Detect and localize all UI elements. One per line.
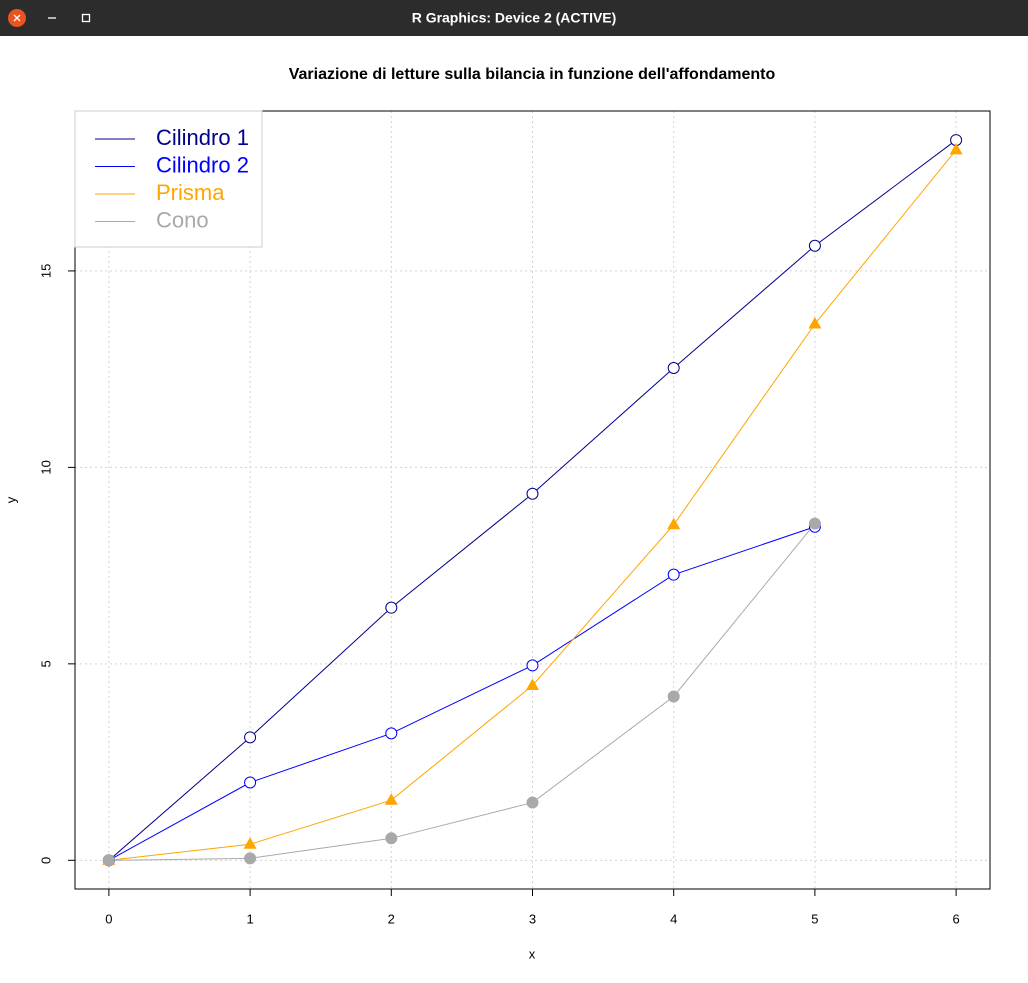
chart-title: Variazione di letture sulla bilancia in … bbox=[289, 66, 776, 83]
y-tick-label: 10 bbox=[38, 460, 53, 474]
data-point bbox=[526, 487, 539, 500]
window-title: R Graphics: Device 2 (ACTIVE) bbox=[412, 10, 617, 26]
data-point bbox=[244, 731, 257, 744]
x-tick-label: 6 bbox=[952, 911, 959, 926]
title-bar bbox=[0, 0, 1028, 36]
close-icon[interactable] bbox=[13, 14, 21, 22]
y-tick-label: 5 bbox=[38, 660, 53, 667]
y-tick-label: 15 bbox=[38, 264, 53, 278]
legend-box bbox=[74, 110, 263, 248]
data-point bbox=[526, 796, 539, 809]
data-point bbox=[384, 793, 398, 805]
x-tick-label: 2 bbox=[388, 911, 395, 926]
data-point bbox=[808, 239, 821, 252]
plot-frame bbox=[74, 110, 991, 890]
data-point bbox=[243, 837, 257, 849]
data-point bbox=[244, 776, 257, 789]
data-point bbox=[808, 316, 822, 329]
data-point bbox=[667, 517, 681, 530]
data-point bbox=[667, 690, 680, 703]
x-tick-label: 1 bbox=[246, 911, 253, 926]
series-line bbox=[108, 523, 816, 861]
data-point bbox=[526, 678, 539, 690]
data-point bbox=[244, 852, 257, 865]
data-point bbox=[526, 659, 539, 672]
data-point bbox=[949, 142, 963, 155]
y-axis-label: y bbox=[3, 496, 18, 503]
x-axis-label: x bbox=[529, 946, 536, 961]
data-point bbox=[385, 727, 398, 740]
legend-label: Cilindro 1 bbox=[156, 125, 249, 150]
x-tick-label: 5 bbox=[811, 911, 818, 926]
x-tick-label: 4 bbox=[670, 911, 677, 926]
legend-label: Prisma bbox=[156, 180, 225, 205]
maximize-button[interactable] bbox=[81, 13, 91, 23]
legend-label: Cilindro 2 bbox=[156, 152, 249, 177]
data-point bbox=[667, 568, 680, 581]
y-tick-label: 0 bbox=[38, 857, 53, 864]
x-tick-label: 0 bbox=[105, 911, 112, 926]
data-point bbox=[667, 361, 680, 374]
data-point bbox=[385, 601, 398, 614]
data-point bbox=[102, 854, 115, 867]
series-line bbox=[108, 526, 816, 861]
x-tick-label: 3 bbox=[529, 911, 536, 926]
data-point bbox=[385, 832, 398, 845]
data-point bbox=[808, 517, 821, 530]
close-button[interactable] bbox=[8, 9, 26, 27]
legend-label: Cono bbox=[156, 207, 209, 232]
